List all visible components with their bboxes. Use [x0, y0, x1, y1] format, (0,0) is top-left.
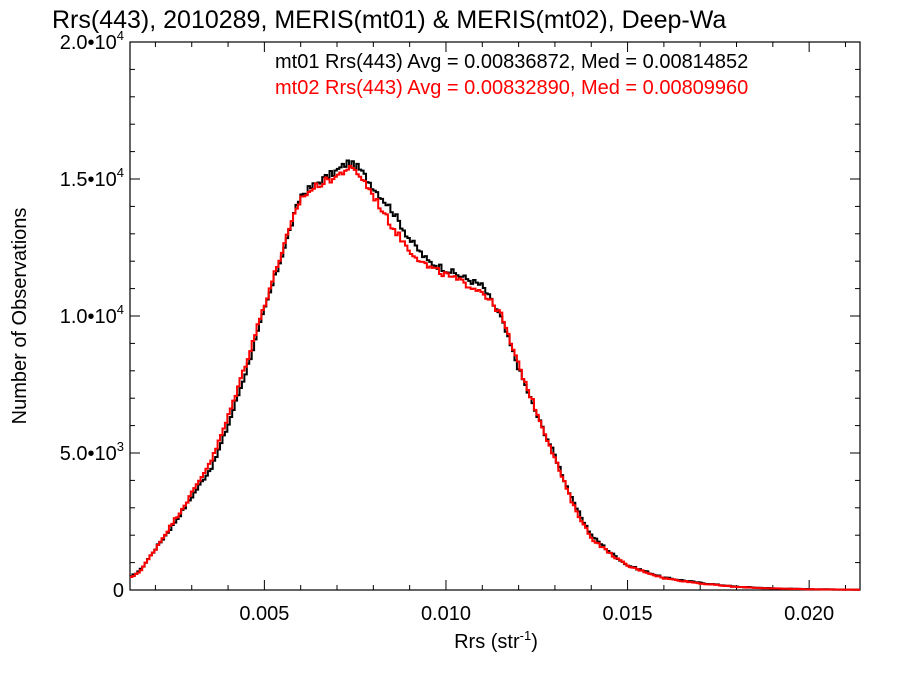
y-tick-exponent: 4: [117, 165, 124, 180]
legend-entry-1: mt01 Rrs(443) Avg = 0.00836872, Med = 0.…: [275, 51, 748, 73]
y-tick-mantissa: 2.0•10: [60, 32, 117, 54]
x-label-main: Rrs (str: [454, 631, 520, 653]
x-tick-label: 0.015: [603, 603, 653, 625]
y-tick-label: 1.5•104: [60, 165, 124, 191]
series-layer: [130, 159, 860, 591]
x-label-tail: ): [531, 631, 538, 653]
series-2-histogram-line: [130, 164, 860, 591]
legend-entry-2: mt02 Rrs(443) Avg = 0.00832890, Med = 0.…: [275, 77, 748, 99]
series-1-histogram-line: [130, 159, 860, 591]
x-label-sup: -1: [520, 628, 532, 643]
y-tick-exponent: 3: [117, 439, 124, 454]
plot-border: [129, 41, 861, 591]
chart-title: Rrs(443), 2010289, MERIS(mt01) & MERIS(m…: [52, 6, 726, 34]
x-tick-label: 0.005: [239, 603, 289, 625]
y-tick-mantissa: 0: [113, 580, 124, 602]
y-tick-label: 5.0•103: [60, 439, 124, 465]
y-tick-label: 2.0•104: [60, 28, 124, 54]
y-tick-mantissa: 5.0•10: [60, 443, 117, 465]
y-tick-exponent: 4: [117, 28, 124, 43]
legend: mt01 Rrs(443) Avg = 0.00836872, Med = 0.…: [275, 51, 748, 99]
plot-frame: [129, 41, 861, 591]
x-tick-label: 0.020: [784, 603, 834, 625]
x-axis-ticks: 0.005 0.010 0.015 0.020: [154, 42, 846, 625]
y-axis-label: Number of Observations: [9, 208, 31, 425]
y-tick-mantissa: 1.0•10: [60, 306, 117, 328]
y-tick-label: 1.0•104: [60, 302, 124, 328]
x-axis-label: Rrs (str-1): [454, 628, 538, 653]
y-tick-mantissa: 1.5•10: [60, 169, 117, 191]
y-tick-label: 0: [113, 580, 124, 602]
x-tick-label: 0.010: [421, 603, 471, 625]
y-tick-exponent: 4: [117, 302, 124, 317]
